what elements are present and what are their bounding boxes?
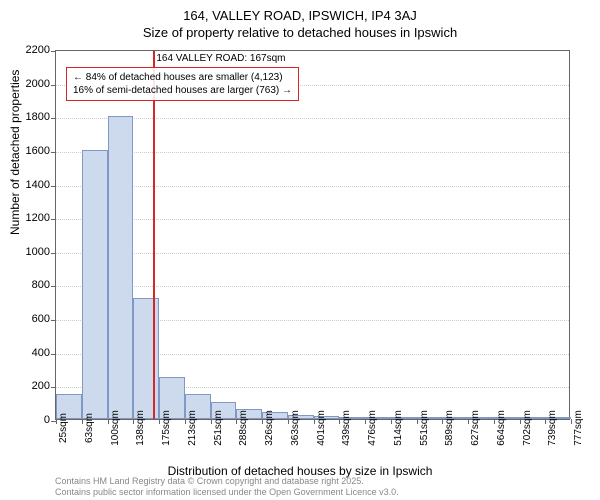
x-tick-label: 213sqm — [187, 410, 198, 446]
footer-line-1: Contains HM Land Registry data © Crown c… — [55, 476, 399, 487]
x-tick-label: 627sqm — [470, 410, 481, 446]
x-tick-mark — [365, 419, 366, 424]
y-tick-label: 800 — [10, 279, 50, 291]
x-tick-mark — [159, 419, 160, 424]
y-tick-mark — [51, 152, 56, 153]
x-tick-label: 401sqm — [316, 410, 327, 446]
y-tick-mark — [51, 320, 56, 321]
info-box-line-2: 16% of semi-detached houses are larger (… — [73, 84, 292, 97]
y-tick-mark — [51, 85, 56, 86]
y-tick-label: 2200 — [10, 44, 50, 56]
x-tick-mark — [314, 419, 315, 424]
x-tick-label: 476sqm — [367, 410, 378, 446]
marker-title: 164 VALLEY ROAD: 167sqm — [156, 53, 285, 64]
x-tick-label: 589sqm — [444, 410, 455, 446]
histogram-bar — [108, 116, 134, 419]
x-tick-mark — [494, 419, 495, 424]
plot-area: 164 VALLEY ROAD: 167sqm ← 84% of detached… — [55, 50, 570, 420]
y-tick-mark — [51, 354, 56, 355]
x-tick-label: 251sqm — [213, 410, 224, 446]
x-tick-mark — [571, 419, 572, 424]
x-tick-label: 363sqm — [290, 410, 301, 446]
x-tick-label: 138sqm — [135, 410, 146, 446]
y-tick-label: 200 — [10, 380, 50, 392]
y-tick-mark — [51, 219, 56, 220]
x-tick-label: 514sqm — [393, 410, 404, 446]
y-tick-mark — [51, 253, 56, 254]
y-tick-label: 1800 — [10, 111, 50, 123]
x-tick-label: 777sqm — [573, 410, 584, 446]
x-tick-mark — [82, 419, 83, 424]
x-tick-mark — [417, 419, 418, 424]
x-tick-mark — [288, 419, 289, 424]
x-tick-mark — [56, 419, 57, 424]
x-tick-label: 702sqm — [522, 410, 533, 446]
x-tick-label: 63sqm — [84, 413, 95, 443]
y-tick-label: 0 — [10, 414, 50, 426]
x-tick-label: 326sqm — [264, 410, 275, 446]
chart-title-sub: Size of property relative to detached ho… — [0, 23, 600, 40]
x-tick-label: 288sqm — [238, 410, 249, 446]
x-tick-label: 175sqm — [161, 410, 172, 446]
x-tick-mark — [468, 419, 469, 424]
info-box-line-1: ← 84% of detached houses are smaller (4,… — [73, 71, 292, 84]
y-tick-label: 600 — [10, 313, 50, 325]
x-tick-label: 100sqm — [110, 410, 121, 446]
y-tick-label: 1400 — [10, 179, 50, 191]
y-tick-mark — [51, 186, 56, 187]
marker-line — [153, 51, 155, 419]
x-tick-label: 551sqm — [419, 410, 430, 446]
y-tick-mark — [51, 118, 56, 119]
x-tick-mark — [520, 419, 521, 424]
x-tick-mark — [391, 419, 392, 424]
y-tick-label: 1600 — [10, 145, 50, 157]
x-tick-mark — [185, 419, 186, 424]
chart-title-main: 164, VALLEY ROAD, IPSWICH, IP4 3AJ — [0, 0, 600, 23]
footer-text: Contains HM Land Registry data © Crown c… — [55, 476, 399, 498]
histogram-bar — [82, 150, 108, 419]
y-tick-label: 400 — [10, 347, 50, 359]
y-tick-label: 2000 — [10, 78, 50, 90]
x-tick-label: 25sqm — [58, 413, 69, 443]
x-tick-mark — [262, 419, 263, 424]
x-tick-label: 739sqm — [547, 410, 558, 446]
x-tick-label: 664sqm — [496, 410, 507, 446]
x-tick-label: 439sqm — [341, 410, 352, 446]
y-tick-mark — [51, 387, 56, 388]
y-tick-mark — [51, 286, 56, 287]
footer-line-2: Contains public sector information licen… — [55, 487, 399, 498]
y-tick-label: 1200 — [10, 212, 50, 224]
y-tick-label: 1000 — [10, 246, 50, 258]
y-tick-mark — [51, 51, 56, 52]
x-tick-mark — [211, 419, 212, 424]
x-tick-mark — [108, 419, 109, 424]
info-box: ← 84% of detached houses are smaller (4,… — [66, 67, 299, 101]
